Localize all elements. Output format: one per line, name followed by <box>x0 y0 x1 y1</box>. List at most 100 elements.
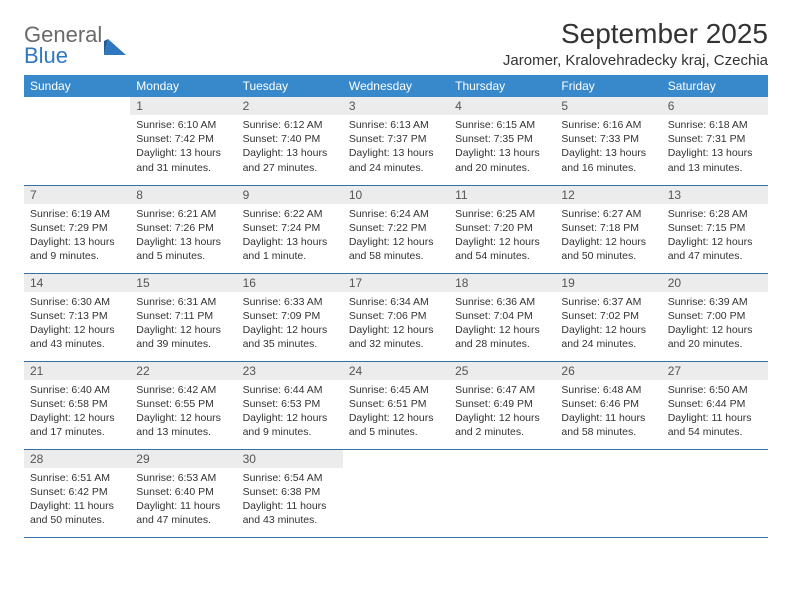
sunrise-text: Sunrise: 6:44 AM <box>243 383 337 397</box>
calendar-day-cell: 11Sunrise: 6:25 AMSunset: 7:20 PMDayligh… <box>449 185 555 273</box>
header: General Blue September 2025 Jaromer, Kra… <box>24 18 768 69</box>
sunset-text: Sunset: 7:02 PM <box>561 309 655 323</box>
sunset-text: Sunset: 7:31 PM <box>668 132 762 146</box>
sunset-text: Sunset: 7:40 PM <box>243 132 337 146</box>
sunrise-text: Sunrise: 6:24 AM <box>349 207 443 221</box>
daylight-text: Daylight: 12 hours and 28 minutes. <box>455 323 549 351</box>
day-number: 22 <box>130 362 236 380</box>
calendar-day-cell: 19 Sunrise: 6:37 AMSunset: 7:02 PMDayligh… <box>555 273 661 361</box>
day-number: 4 <box>449 97 555 115</box>
calendar-day-cell: 15Sunrise: 6:31 AMSunset: 7:11 PMDayligh… <box>130 273 236 361</box>
sunrise-text: Sunrise: 6:27 AM <box>561 207 655 221</box>
daylight-text: Daylight: 12 hours and 47 minutes. <box>668 235 762 263</box>
day-details: Sunrise: 6:21 AMSunset: 7:26 PMDaylight:… <box>130 204 236 268</box>
day-number: 24 <box>343 362 449 380</box>
day-details: Sunrise: 6:19 AMSunset: 7:29 PMDaylight:… <box>24 204 130 268</box>
day-number: 8 <box>130 186 236 204</box>
sunrise-text: Sunrise: 6:28 AM <box>668 207 762 221</box>
day-number: 29 <box>130 450 236 468</box>
sunset-text: Sunset: 7:06 PM <box>349 309 443 323</box>
day-number: 3 <box>343 97 449 115</box>
calendar-week-row: 21Sunrise: 6:40 AMSunset: 6:58 PMDayligh… <box>24 361 768 449</box>
calendar-day-cell: 8Sunrise: 6:21 AMSunset: 7:26 PMDaylight… <box>130 185 236 273</box>
daylight-text: Daylight: 12 hours and 24 minutes. <box>561 323 655 351</box>
calendar-day-cell: 7Sunrise: 6:19 AMSunset: 7:29 PMDaylight… <box>24 185 130 273</box>
day-details: Sunrise: 6:47 AMSunset: 6:49 PMDaylight:… <box>449 380 555 444</box>
daylight-text: Daylight: 12 hours and 32 minutes. <box>349 323 443 351</box>
sunrise-text: Sunrise: 6:30 AM <box>30 295 124 309</box>
sunrise-text: Sunrise: 6:47 AM <box>455 383 549 397</box>
sunset-text: Sunset: 6:49 PM <box>455 397 549 411</box>
calendar-day-cell: 5Sunrise: 6:16 AMSunset: 7:33 PMDaylight… <box>555 97 661 185</box>
sunrise-text: Sunrise: 6:31 AM <box>136 295 230 309</box>
sunrise-text: Sunrise: 6:37 AM <box>561 295 655 309</box>
day-details: Sunrise: 6:24 AMSunset: 7:22 PMDaylight:… <box>343 204 449 268</box>
daylight-text: Daylight: 13 hours and 1 minute. <box>243 235 337 263</box>
calendar-day-cell: 10Sunrise: 6:24 AMSunset: 7:22 PMDayligh… <box>343 185 449 273</box>
sunset-text: Sunset: 7:00 PM <box>668 309 762 323</box>
sunset-text: Sunset: 6:55 PM <box>136 397 230 411</box>
daylight-text: Daylight: 13 hours and 31 minutes. <box>136 146 230 174</box>
day-number: 15 <box>130 274 236 292</box>
day-details: Sunrise: 6:39 AMSunset: 7:00 PMDaylight:… <box>662 292 768 356</box>
sunset-text: Sunset: 7:15 PM <box>668 221 762 235</box>
day-details: Sunrise: 6:42 AMSunset: 6:55 PMDaylight:… <box>130 380 236 444</box>
weekday-header: Sunday <box>24 75 130 97</box>
day-details: Sunrise: 6:25 AMSunset: 7:20 PMDaylight:… <box>449 204 555 268</box>
sunrise-text: Sunrise: 6:34 AM <box>349 295 443 309</box>
calendar-day-cell: 3Sunrise: 6:13 AMSunset: 7:37 PMDaylight… <box>343 97 449 185</box>
day-number: 25 <box>449 362 555 380</box>
sunset-text: Sunset: 7:20 PM <box>455 221 549 235</box>
day-details: Sunrise: 6:12 AMSunset: 7:40 PMDaylight:… <box>237 115 343 179</box>
sunset-text: Sunset: 6:42 PM <box>30 485 124 499</box>
sunrise-text: Sunrise: 6:50 AM <box>668 383 762 397</box>
day-number: 7 <box>24 186 130 204</box>
daylight-text: Daylight: 13 hours and 24 minutes. <box>349 146 443 174</box>
sunrise-text: Sunrise: 6:48 AM <box>561 383 655 397</box>
calendar-day-cell: 26Sunrise: 6:48 AMSunset: 6:46 PMDayligh… <box>555 361 661 449</box>
day-details: Sunrise: 6:27 AMSunset: 7:18 PMDaylight:… <box>555 204 661 268</box>
day-number: 1 <box>130 97 236 115</box>
calendar-header-row: SundayMondayTuesdayWednesdayThursdayFrid… <box>24 75 768 97</box>
daylight-text: Daylight: 11 hours and 58 minutes. <box>561 411 655 439</box>
calendar-week-row: 7Sunrise: 6:19 AMSunset: 7:29 PMDaylight… <box>24 185 768 273</box>
sunset-text: Sunset: 7:26 PM <box>136 221 230 235</box>
daylight-text: Daylight: 11 hours and 47 minutes. <box>136 499 230 527</box>
calendar-day-cell: 18Sunrise: 6:36 AMSunset: 7:04 PMDayligh… <box>449 273 555 361</box>
daylight-text: Daylight: 12 hours and 5 minutes. <box>349 411 443 439</box>
day-number: 20 <box>662 274 768 292</box>
logo-word-blue: Blue <box>24 45 102 67</box>
location: Jaromer, Kralovehradecky kraj, Czechia <box>503 52 768 69</box>
sunset-text: Sunset: 7:29 PM <box>30 221 124 235</box>
day-number: 26 <box>555 362 661 380</box>
day-details: Sunrise: 6:13 AMSunset: 7:37 PMDaylight:… <box>343 115 449 179</box>
sunrise-text: Sunrise: 6:13 AM <box>349 118 443 132</box>
day-number: 9 <box>237 186 343 204</box>
calendar-day-cell: 1Sunrise: 6:10 AMSunset: 7:42 PMDaylight… <box>130 97 236 185</box>
logo: General Blue <box>24 24 130 67</box>
sunrise-text: Sunrise: 6:33 AM <box>243 295 337 309</box>
day-number: 27 <box>662 362 768 380</box>
month-title: September 2025 <box>503 18 768 50</box>
calendar-day-cell: .. <box>449 449 555 537</box>
sunrise-text: Sunrise: 6:25 AM <box>455 207 549 221</box>
day-number: 19 <box>555 274 661 292</box>
day-details: Sunrise: 6:36 AMSunset: 7:04 PMDaylight:… <box>449 292 555 356</box>
daylight-text: Daylight: 13 hours and 5 minutes. <box>136 235 230 263</box>
daylight-text: Daylight: 12 hours and 35 minutes. <box>243 323 337 351</box>
weekday-header: Saturday <box>662 75 768 97</box>
daylight-text: Daylight: 12 hours and 20 minutes. <box>668 323 762 351</box>
sunrise-text: Sunrise: 6:40 AM <box>30 383 124 397</box>
sunrise-text: Sunrise: 6:10 AM <box>136 118 230 132</box>
calendar-week-row: ..1Sunrise: 6:10 AMSunset: 7:42 PMDaylig… <box>24 97 768 185</box>
day-details: Sunrise: 6:51 AMSunset: 6:42 PMDaylight:… <box>24 468 130 532</box>
day-details: Sunrise: 6:44 AMSunset: 6:53 PMDaylight:… <box>237 380 343 444</box>
day-number: 16 <box>237 274 343 292</box>
sunset-text: Sunset: 6:53 PM <box>243 397 337 411</box>
day-number: 21 <box>24 362 130 380</box>
day-number: 30 <box>237 450 343 468</box>
sunrise-text: Sunrise: 6:21 AM <box>136 207 230 221</box>
calendar-day-cell: 12Sunrise: 6:27 AMSunset: 7:18 PMDayligh… <box>555 185 661 273</box>
calendar-day-cell: 24Sunrise: 6:45 AMSunset: 6:51 PMDayligh… <box>343 361 449 449</box>
calendar-day-cell: .. <box>555 449 661 537</box>
